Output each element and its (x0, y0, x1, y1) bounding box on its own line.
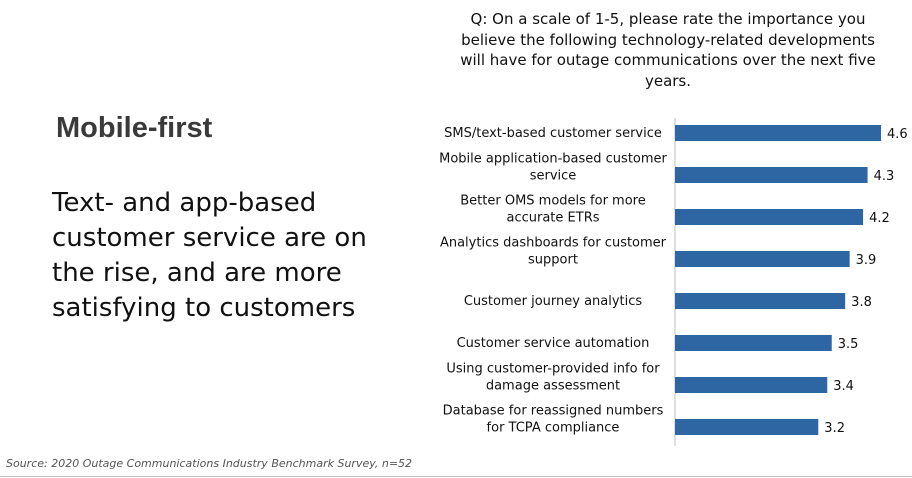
bar-6 (675, 335, 832, 351)
slide-heading: Mobile-first (56, 112, 213, 144)
value-label-2: 4.3 (874, 169, 895, 184)
value-label-6: 3.5 (838, 337, 859, 352)
bar-2 (675, 167, 868, 183)
category-label-7: Using customer-provided info for damage a… (446, 362, 660, 394)
value-label-4: 3.9 (856, 253, 877, 268)
bottom-divider (0, 476, 912, 477)
value-label-7: 3.4 (833, 379, 854, 394)
bar-5 (675, 293, 846, 309)
category-label-2: Mobile application-based customer service (439, 152, 667, 184)
value-label-8: 3.2 (824, 421, 845, 436)
bar-7 (675, 377, 828, 393)
category-label-6: Customer service automation (457, 336, 650, 351)
value-label-5: 3.8 (851, 295, 872, 310)
category-label-4: Analytics dashboards for customer support (440, 236, 667, 268)
bar-1 (675, 125, 881, 141)
category-label-5: Customer journey analytics (464, 294, 643, 309)
bar-8 (675, 419, 819, 435)
source-note: Source: 2020 Outage Communications Indus… (6, 457, 413, 470)
bar-group: 4.6 SMS/text-based customer service 4.3 Mob… (439, 125, 908, 436)
category-label-1: SMS/text-based customer service (444, 126, 662, 141)
category-label-8: Database for reassigned numbers for TCPA … (443, 404, 664, 436)
category-label-3: Better OMS models for more accurate ETRs (460, 194, 646, 226)
chart-title: Q: On a scale of 1-5, please rate the im… (460, 10, 876, 90)
bar-3 (675, 209, 864, 225)
slide-subtext: Text- and app-based customer service are… (52, 188, 367, 323)
value-label-1: 4.6 (887, 127, 908, 142)
value-label-3: 4.2 (869, 211, 890, 226)
bar-4 (675, 251, 850, 267)
